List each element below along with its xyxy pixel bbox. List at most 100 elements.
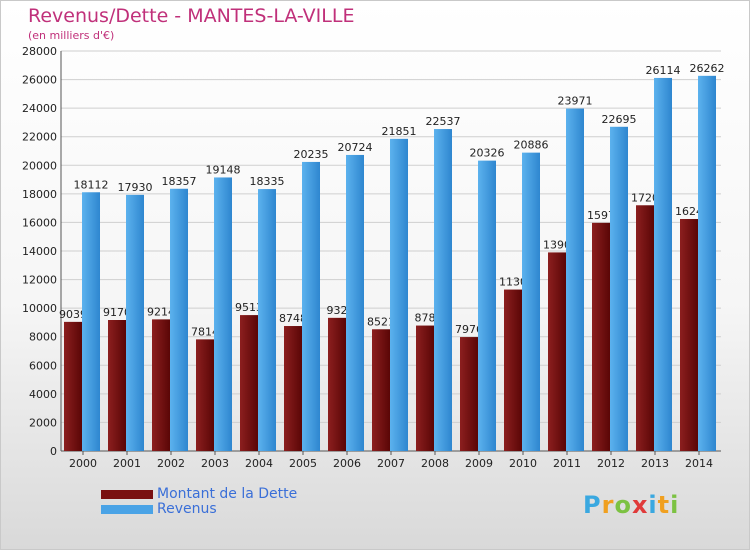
x-tick-label: 2002: [157, 457, 185, 470]
y-tick-label: 16000: [22, 216, 57, 229]
legend-label-dette: Montant de la Dette: [157, 486, 298, 502]
bar-revenus: [478, 160, 496, 451]
logo-letter: x: [631, 491, 649, 519]
x-tick-label: 2004: [245, 457, 273, 470]
data-label-revenus: 26262: [690, 62, 725, 75]
y-tick-label: 8000: [29, 331, 57, 344]
y-tick-label: 0: [50, 445, 57, 458]
data-label-dette: 9214: [147, 305, 175, 318]
data-label-dette: 7976: [455, 323, 483, 336]
bar-dette: [592, 222, 610, 451]
data-label-dette: 932: [327, 304, 348, 317]
x-tick-label: 2005: [289, 457, 317, 470]
bar-dette: [284, 326, 302, 451]
data-label-revenus: 19148: [206, 163, 241, 176]
bar-revenus: [566, 108, 584, 452]
y-tick-label: 26000: [22, 74, 57, 87]
y-tick-label: 6000: [29, 359, 57, 372]
bar-revenus: [82, 192, 100, 451]
bar-revenus: [346, 154, 364, 451]
logo-letter: r: [601, 491, 615, 519]
y-tick-label: 12000: [22, 274, 57, 287]
bar-dette: [372, 329, 390, 451]
y-tick-label: 14000: [22, 245, 57, 258]
legend-swatch-revenus: [101, 505, 153, 514]
data-label-revenus: 21851: [382, 125, 417, 138]
bar-dette: [416, 325, 434, 451]
data-label-revenus: 20235: [294, 148, 329, 161]
logo-letter: P: [583, 491, 602, 519]
bar-revenus: [434, 129, 452, 452]
data-label-dette: 7814: [191, 325, 219, 338]
data-label-revenus: 18335: [250, 175, 285, 188]
x-tick-label: 2003: [201, 457, 229, 470]
x-tick-label: 2014: [685, 457, 713, 470]
y-tick-label: 4000: [29, 388, 57, 401]
legend-swatch-dette: [101, 490, 153, 499]
x-tick-label: 2012: [597, 457, 625, 470]
bar-revenus: [126, 194, 144, 451]
data-label-revenus: 18112: [74, 178, 109, 191]
bar-dette: [64, 321, 82, 451]
bar-revenus: [610, 126, 628, 452]
logo-letter: i: [648, 491, 658, 519]
data-label-revenus: 17930: [118, 181, 153, 194]
bar-revenus: [170, 188, 188, 451]
data-label-dette: 1597: [587, 209, 615, 222]
bar-revenus: [214, 177, 232, 451]
y-tick-label: 20000: [22, 159, 57, 172]
y-tick-label: 18000: [22, 188, 57, 201]
bar-dette: [636, 205, 654, 451]
legend-label-revenus: Revenus: [157, 501, 217, 517]
bar-revenus: [390, 138, 408, 452]
bar-chart: 0 2000 4000 6000 8000 10000 12000 14000 16000 180…: [22, 45, 725, 470]
chart-title: Revenus/Dette - MANTES-LA-VILLE: [28, 5, 355, 27]
data-label-dette: 1720: [631, 191, 659, 204]
x-tick-label: 2008: [421, 457, 449, 470]
proxiti-logo: Proxiti: [583, 491, 679, 519]
data-label-revenus: 23971: [558, 95, 593, 108]
x-tick-label: 2013: [641, 457, 669, 470]
bar-dette: [504, 289, 522, 451]
data-label-dette: 9039: [59, 308, 87, 321]
x-tick-label: 2006: [333, 457, 361, 470]
y-tick-label: 10000: [22, 302, 57, 315]
bar-dette: [460, 337, 478, 451]
x-tick-label: 2011: [553, 457, 581, 470]
bar-dette: [196, 339, 214, 451]
chart-subtitle: (en milliers d'€): [28, 29, 115, 42]
data-label-dette: 9513: [235, 301, 263, 314]
y-tick-label: 24000: [22, 102, 57, 115]
logo-letter: t: [657, 491, 671, 519]
y-tick-label: 2000: [29, 416, 57, 429]
x-tick-label: 2007: [377, 457, 405, 470]
data-label-revenus: 26114: [646, 64, 681, 77]
bar-revenus: [522, 152, 540, 451]
y-tick-label: 22000: [22, 131, 57, 144]
data-label-revenus: 20886: [514, 139, 549, 152]
logo-letter: o: [614, 491, 632, 519]
data-label-revenus: 22695: [602, 113, 637, 126]
logo-letter: i: [670, 491, 680, 519]
bar-revenus: [258, 189, 276, 452]
bar-revenus: [654, 77, 672, 451]
x-tick-label: 2009: [465, 457, 493, 470]
bar-dette: [328, 317, 346, 451]
data-label-dette: 8748: [279, 312, 307, 325]
x-tick-label: 2010: [509, 457, 537, 470]
data-label-dette: 9170: [103, 306, 131, 319]
data-label-revenus: 20724: [338, 141, 373, 154]
bar-dette: [680, 218, 698, 451]
data-label-dette: 1390: [543, 238, 571, 251]
bar-revenus: [302, 161, 320, 451]
bar-dette: [548, 252, 566, 451]
x-tick-label: 2001: [113, 457, 141, 470]
data-label-dette: 1130: [499, 276, 527, 289]
data-label-revenus: 20326: [470, 147, 505, 160]
bar-dette: [240, 315, 258, 451]
data-label-dette: 1624: [675, 205, 703, 218]
bar-dette: [152, 319, 170, 451]
x-tick-label: 2000: [69, 457, 97, 470]
data-label-dette: 8521: [367, 315, 395, 328]
